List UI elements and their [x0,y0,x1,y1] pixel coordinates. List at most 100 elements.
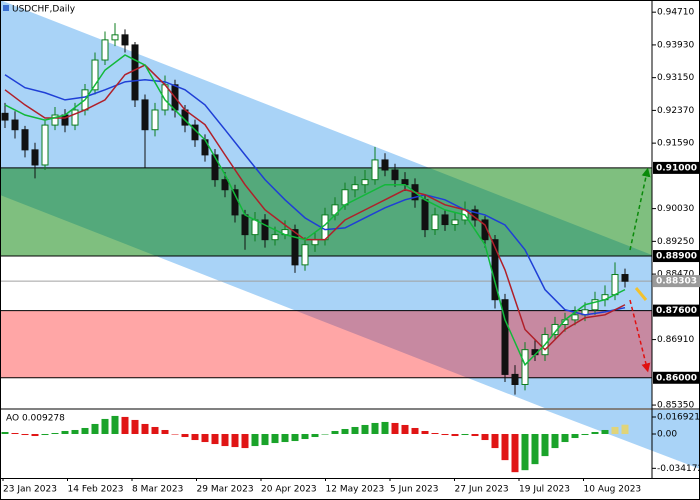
y-tick-label: 0.86910 [657,335,694,345]
candle-body [371,159,379,181]
candle-body [151,109,159,131]
ao-bar [11,433,19,435]
ao-bar [321,434,329,435]
y-tick-label: 0.91590 [657,139,694,149]
level-label: 0.91000 [656,163,697,173]
ao-bar [401,424,409,435]
candle-body [591,299,599,311]
candle-body [381,159,389,171]
ao-bar [201,434,209,443]
y-tick-label: 0.93150 [657,73,694,83]
ao-bar [351,426,359,435]
ao-bar [111,415,119,435]
ao-bar [161,429,169,435]
ao-bar [101,418,109,435]
candle-body [571,314,579,321]
lower-zone [0,310,652,378]
forecast-down-arrow [629,299,651,373]
ao-bar [311,434,319,438]
ao-bar [581,434,589,436]
level-box [653,161,700,174]
y-tick-label: 0.90030 [657,204,694,214]
ao-bar [211,434,219,445]
ao-bar [1,431,9,435]
forecast-up-arrow [629,167,651,251]
ao-bar [331,430,339,435]
date-label: 14 Feb 2023 [68,485,124,495]
level-box [653,275,700,288]
date-label: 23 Jan 2023 [3,485,57,495]
date-label: 20 Apr 2023 [261,485,317,495]
candle-body [431,214,439,231]
ao-bar [591,431,599,435]
ao-tick-label: 0.016921 [657,413,700,423]
ao-bar [601,429,609,435]
ao-title: AO 0.009278 [6,414,65,424]
level-label: 0.87600 [656,306,697,316]
candle-body [241,214,249,236]
candle-body [141,99,149,131]
level-label: 0.86000 [656,373,697,383]
level-box [653,250,700,263]
ao-bar [481,434,489,441]
candle-body [31,149,39,166]
ao-bar [521,434,529,471]
ao-bar [441,434,449,436]
candle-body [271,234,279,241]
ao-tick-label: -0.034172 [657,464,700,474]
ao-bar [221,434,229,447]
symbol-icon [3,5,9,11]
candle-body [291,229,299,266]
candle-body [501,299,509,375]
ao-tick-label: 0.00 [657,430,677,440]
candle-body [481,219,489,241]
y-tick-label: 0.88470 [657,270,694,280]
ao-bar [191,434,199,441]
signal-mark [634,287,648,301]
ao-bar [81,427,89,435]
candle-body [511,373,519,385]
candle-body [301,244,309,266]
moving-average [4,54,626,367]
candle-body [621,274,629,282]
ao-bar [271,434,279,444]
moving-average [4,64,626,351]
ao-bar [131,419,139,435]
candle-body [611,274,619,296]
candle-body [401,179,409,186]
ao-bar [471,434,479,437]
chart-title: USDCHF,Daily [12,5,76,15]
candle-body [251,219,259,236]
ao-bar [621,424,629,435]
ao-bar [251,434,259,447]
candle-body [261,219,269,241]
ao-bar [501,434,509,461]
ao-bar [451,434,459,437]
date-label: 19 Jul 2023 [519,485,570,495]
ao-bar [571,434,579,439]
level-box [653,371,700,384]
level-label: 0.88303 [656,277,697,287]
ao-bar [301,434,309,440]
ao-bar [31,434,39,437]
ao-bar [431,433,439,435]
ao-bar [241,434,249,449]
ao-bar [361,424,369,435]
y-tick-label: 0.93930 [657,40,694,50]
ao-bar [381,421,389,435]
ao-bar [411,427,419,435]
candle-body [341,189,349,206]
moving-average [4,74,626,316]
ao-bar [21,434,29,436]
ao-bar [231,434,239,448]
ao-bar [561,434,569,443]
candle-body [451,219,459,226]
candle-body [131,44,139,101]
ao-bar [391,422,399,435]
ao-bar [141,423,149,435]
y-tick-label: 0.94710 [657,8,694,18]
candle-body [391,169,399,181]
candle-body [311,239,319,246]
date-label: 29 Mar 2023 [197,485,254,495]
